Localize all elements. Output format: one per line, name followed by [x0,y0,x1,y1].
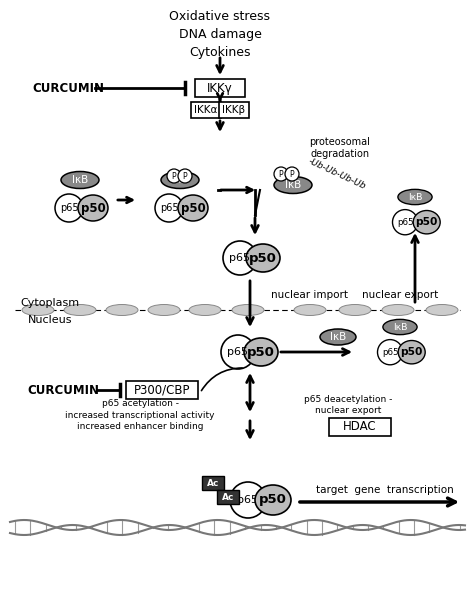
Text: IκB: IκB [330,332,346,342]
Text: P: P [290,170,294,179]
Text: IκB: IκB [172,175,188,185]
Text: CURCUMIN: CURCUMIN [27,384,99,397]
Text: target  gene  transcription: target gene transcription [316,485,454,495]
Text: IκB: IκB [408,193,422,201]
Ellipse shape [413,211,440,234]
Circle shape [155,194,183,222]
Text: P: P [182,171,187,181]
Ellipse shape [398,340,425,364]
Circle shape [230,482,266,518]
Text: IKKγ: IKKγ [207,81,233,94]
Bar [329,418,391,436]
Ellipse shape [382,305,414,316]
Text: p50: p50 [181,201,205,214]
Ellipse shape [148,305,180,316]
Circle shape [377,340,403,365]
Text: IKKβ: IKKβ [222,105,246,115]
Circle shape [285,167,299,181]
Text: IκB: IκB [72,175,88,185]
Bar [195,79,245,97]
Text: Cytoplasm: Cytoplasm [20,298,80,308]
Text: p65: p65 [397,218,413,226]
Text: proteosomal
degradation: proteosomal degradation [310,137,371,159]
Text: p50: p50 [416,217,438,227]
Text: CURCUMIN: CURCUMIN [32,81,104,94]
Bar [126,381,198,399]
Circle shape [274,167,288,181]
Circle shape [167,169,181,183]
Text: p65: p65 [60,203,78,213]
Text: IκB: IκB [393,323,407,332]
Text: p50: p50 [81,201,105,214]
Text: P300/CBP: P300/CBP [134,384,190,397]
Ellipse shape [178,195,208,221]
Bar [217,490,239,504]
Ellipse shape [320,329,356,345]
Text: P: P [279,170,283,179]
Ellipse shape [426,305,458,316]
Ellipse shape [398,189,432,204]
Text: Ac: Ac [207,479,219,488]
Ellipse shape [161,171,199,188]
Bar [219,102,249,118]
Ellipse shape [246,244,280,272]
Text: p50: p50 [259,493,287,507]
Text: p65: p65 [229,253,250,263]
Text: IKKα: IKKα [194,105,218,115]
Text: p50: p50 [247,346,275,359]
Text: HDAC: HDAC [343,420,377,433]
Bar [202,476,224,490]
Ellipse shape [22,305,54,316]
Text: Nucleus: Nucleus [28,315,72,325]
Text: p50: p50 [401,347,423,357]
Text: P: P [172,171,176,181]
Ellipse shape [189,305,221,316]
Ellipse shape [64,305,96,316]
Text: p65 deacetylation -
nuclear export: p65 deacetylation - nuclear export [304,395,392,416]
Ellipse shape [244,338,278,366]
Ellipse shape [232,305,264,316]
Text: p50: p50 [249,252,277,264]
Ellipse shape [339,305,371,316]
Text: Ac: Ac [222,493,234,501]
Text: IκB: IκB [285,180,301,190]
Text: p65 acetylation -
increased transcriptional activity
increased enhancer binding: p65 acetylation - increased transcriptio… [65,398,215,431]
Bar [191,102,221,118]
Ellipse shape [106,305,138,316]
Ellipse shape [61,171,99,188]
Circle shape [392,209,418,235]
Ellipse shape [294,305,326,316]
Circle shape [178,169,192,183]
Circle shape [55,194,83,222]
Text: p65: p65 [228,347,248,357]
Text: nuclear import: nuclear import [272,290,348,300]
Text: p65: p65 [382,348,399,357]
Ellipse shape [78,195,108,221]
Circle shape [223,241,257,275]
Text: p65: p65 [160,203,178,213]
Text: -Ub-Ub-Ub-Ub: -Ub-Ub-Ub-Ub [307,157,367,192]
Circle shape [221,335,255,369]
Ellipse shape [383,319,417,335]
Text: Oxidative stress
DNA damage
Cytokines: Oxidative stress DNA damage Cytokines [170,10,271,59]
Ellipse shape [274,176,312,193]
Text: nuclear export: nuclear export [362,290,438,300]
Text: p65: p65 [237,495,258,505]
Ellipse shape [255,485,291,515]
